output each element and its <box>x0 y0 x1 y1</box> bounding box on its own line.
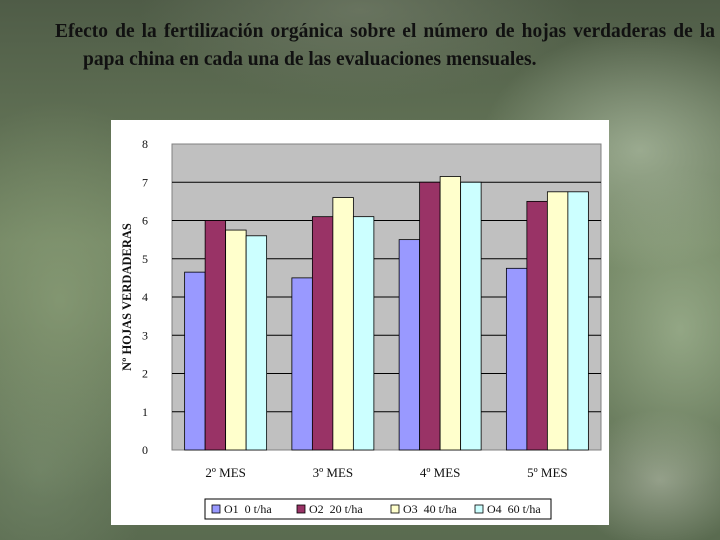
bar-3-2 <box>332 197 354 451</box>
x-category-label: 5º MES <box>527 465 568 480</box>
bars <box>184 176 589 451</box>
bar-chart: 0 1 2 3 4 5 6 7 8 2º MES 3º MES 4º MES 5º MES Nº HO… <box>120 137 602 520</box>
bar-1-2 <box>291 277 313 451</box>
x-category-label: 2º MES <box>205 465 246 480</box>
bar-1-1 <box>184 271 206 451</box>
bar-3-4 <box>546 191 569 451</box>
bar-1-3 <box>398 239 421 451</box>
y-tick-label: 8 <box>142 137 148 151</box>
y-tick-label: 3 <box>142 328 148 342</box>
legend-swatch-3 <box>390 504 400 514</box>
legend-label-1: O1 0 t/ha <box>224 502 272 516</box>
y-axis-title: Nº HOJAS VERDADERAS <box>120 223 134 371</box>
legend-label-4: O4 60 t/ha <box>487 502 541 516</box>
bar-3-3 <box>439 176 462 451</box>
slide-title: Efecto de la fertilización orgánica sobr… <box>55 21 715 70</box>
bar-4-4 <box>567 191 589 451</box>
y-tick-label: 5 <box>142 252 148 266</box>
legend-swatch-4 <box>474 504 484 514</box>
bar-4-3 <box>460 181 482 451</box>
y-tick-label: 7 <box>142 175 148 189</box>
bar-2-3 <box>419 181 441 451</box>
y-tick-label: 4 <box>142 290 148 304</box>
legend-label-3: O3 40 t/ha <box>403 502 457 516</box>
chart-panel: 0 1 2 3 4 5 6 7 8 2º MES 3º MES 4º MES 5º MES Nº HO… <box>111 120 609 525</box>
bar-4-2 <box>352 216 375 451</box>
bar-4-1 <box>245 235 268 451</box>
y-tick-label: 2 <box>142 367 148 381</box>
y-tick-label: 0 <box>142 443 148 457</box>
legend-swatch-2 <box>296 504 306 514</box>
x-axis-categories: 2º MES 3º MES 4º MES 5º MES <box>205 465 567 480</box>
legend-swatch-1 <box>211 504 221 514</box>
x-category-label: 4º MES <box>420 465 461 480</box>
bar-1-4 <box>505 267 528 451</box>
legend-box <box>204 498 552 520</box>
bar-2-2 <box>311 216 334 451</box>
bar-2-4 <box>526 200 548 451</box>
bar-3-1 <box>225 229 247 451</box>
legend-label-2: O2 20 t/ha <box>309 502 363 516</box>
y-tick-label: 6 <box>142 214 148 228</box>
bar-2-1 <box>204 220 227 451</box>
y-axis-ticks: 0 1 2 3 4 5 6 7 8 <box>142 137 148 457</box>
x-category-label: 3º MES <box>313 465 354 480</box>
legend: O1 0 t/ha O2 20 t/ha O3 40 t/ha O4 60 t/ha <box>204 498 552 520</box>
y-tick-label: 1 <box>142 405 148 419</box>
